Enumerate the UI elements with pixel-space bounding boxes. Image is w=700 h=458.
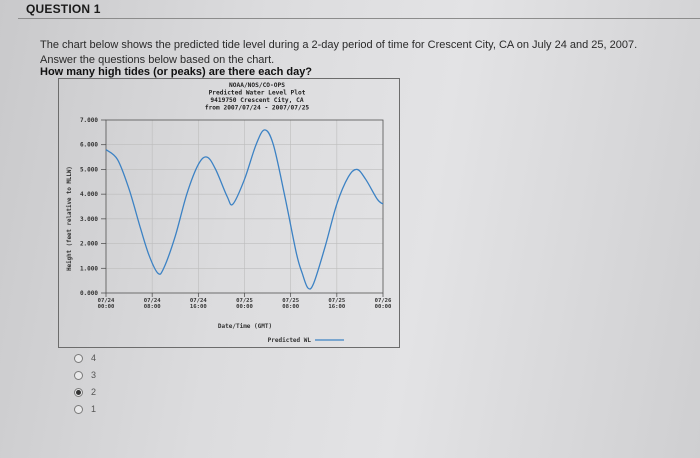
radio-button[interactable] xyxy=(74,370,83,380)
axis-labels: Date/Time (GMT) Height (feet relative to … xyxy=(67,166,272,330)
x-tick-date: 07/25 xyxy=(236,298,253,304)
answer-option[interactable]: 4 xyxy=(74,350,96,366)
chart-title-line: NOAA/NOS/CO-OPS xyxy=(229,82,285,89)
x-tick-time: 08:00 xyxy=(144,304,161,310)
x-tick-time: 00:00 xyxy=(375,304,392,310)
legend-label: Predicted WL xyxy=(268,337,312,344)
y-axis-label: Height (feet relative to MLLW) xyxy=(67,166,73,271)
chart-legend: Predicted WL xyxy=(268,337,344,344)
radio-button[interactable] xyxy=(74,353,83,363)
y-tick-label: 1.000 xyxy=(80,265,98,272)
question-title: QUESTION 1 xyxy=(26,2,101,16)
y-axis-ticks: 0.000 1.000 2.000 3.000 4.000 5.000 6.000 7.000 xyxy=(80,117,106,297)
answer-option-label: 1 xyxy=(91,404,97,414)
chart-grid xyxy=(105,119,384,294)
x-axis-label: Date/Time (GMT) xyxy=(218,323,272,330)
x-tick-time: 16:00 xyxy=(328,304,345,310)
predicted-water-level-line xyxy=(105,129,384,290)
y-tick-label: 7.000 xyxy=(80,117,98,124)
y-tick-label: 2.000 xyxy=(80,241,98,248)
answer-option-label: 4 xyxy=(91,353,97,363)
y-tick-label: 5.000 xyxy=(80,166,98,173)
x-tick-date: 07/24 xyxy=(144,298,161,304)
question-prompt: How many high tides (or peaks) are there… xyxy=(40,66,313,78)
answer-option-label: 3 xyxy=(91,370,97,380)
answer-option[interactable]: 2 xyxy=(74,384,96,400)
question-header xyxy=(18,0,700,19)
answer-option[interactable]: 1 xyxy=(74,401,96,417)
x-tick-date: 07/24 xyxy=(190,298,207,304)
x-tick-date: 07/26 xyxy=(375,298,392,304)
chart-title-line: Predicted Water Level Plot xyxy=(209,89,306,97)
x-axis-ticks: 07/2400:0007/2408:0007/2416:0007/2500:00… xyxy=(98,293,392,310)
x-tick-time: 00:00 xyxy=(236,304,253,310)
question-text: The chart below shows the predicted tide… xyxy=(40,39,638,66)
chart-frame: NOAA/NOS/CO-OPS Predicted Water Level Plo… xyxy=(58,78,400,348)
y-tick-label: 3.000 xyxy=(80,216,98,223)
x-tick-time: 16:00 xyxy=(190,304,207,310)
y-tick-label: 6.000 xyxy=(80,142,98,149)
x-tick-time: 08:00 xyxy=(282,304,299,310)
radio-button[interactable] xyxy=(74,404,83,414)
answer-option[interactable]: 3 xyxy=(74,367,96,383)
chart-title-line: 9419750 Crescent City, CA xyxy=(210,96,303,104)
chart-series xyxy=(105,129,384,290)
y-tick-label: 4.000 xyxy=(80,191,98,198)
y-tick-label: 0.000 xyxy=(80,290,98,297)
x-tick-date: 07/24 xyxy=(98,298,115,304)
radio-button[interactable] xyxy=(74,387,83,397)
x-tick-date: 07/25 xyxy=(282,298,299,304)
x-tick-time: 00:00 xyxy=(98,304,115,310)
answer-option-label: 2 xyxy=(91,387,97,397)
x-tick-date: 07/25 xyxy=(328,298,345,304)
chart-title-line: from 2007/07/24 - 2007/07/25 xyxy=(205,105,310,112)
